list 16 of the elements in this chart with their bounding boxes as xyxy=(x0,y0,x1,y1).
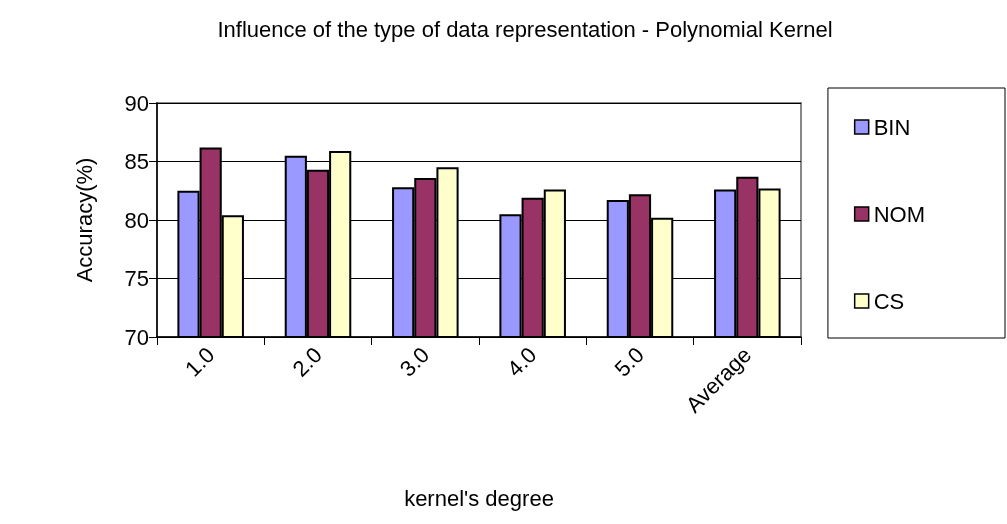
y-tick-label: 75 xyxy=(124,266,149,291)
legend-label: BIN xyxy=(873,114,911,140)
chart-title: Influence of the type of data representation - Polynomial Kernel xyxy=(217,16,833,42)
legend-label: NOM xyxy=(873,201,925,227)
x-axis-title: kernel's degree xyxy=(404,485,554,511)
y-tick-label: 90 xyxy=(124,90,149,116)
legend-label: CS xyxy=(873,288,905,314)
y-tick-label: 70 xyxy=(124,324,149,350)
y-axis-title: Accuracy(%) xyxy=(71,157,97,283)
x-tick-label: 3.0 xyxy=(394,342,435,382)
x-tick-label: 1.0 xyxy=(180,342,220,382)
x-tick-label: 4.0 xyxy=(502,342,542,382)
x-tick-label: 2.0 xyxy=(287,342,327,382)
x-tick-label: 5.0 xyxy=(609,342,649,382)
y-tick-label: 80 xyxy=(124,207,149,233)
y-tick-label: 85 xyxy=(124,149,149,174)
